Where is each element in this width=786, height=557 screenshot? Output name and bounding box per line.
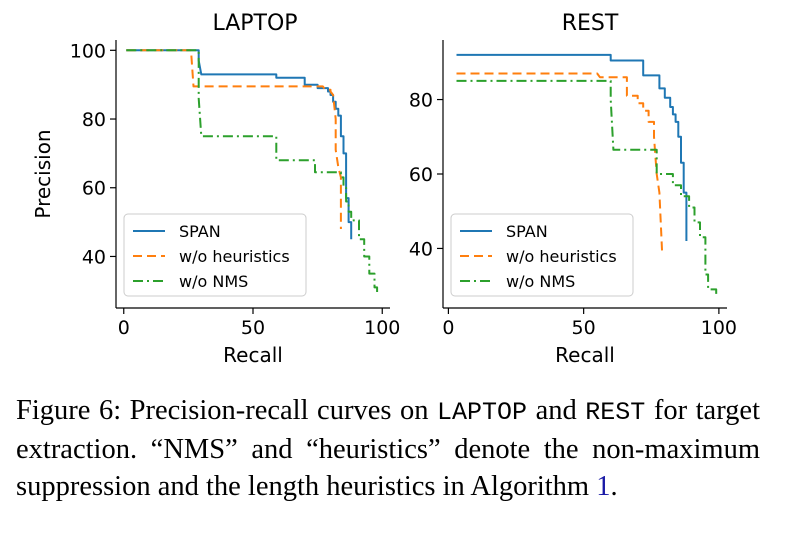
laptop-xlabel: Recall — [223, 343, 283, 367]
laptop-ytick-label: 100 — [70, 40, 106, 62]
rest-xtick-label: 0 — [442, 317, 454, 339]
rest-series-w-o-heuristics — [456, 72, 664, 253]
rest-legend-label: SPAN — [506, 222, 548, 241]
rest-xtick-label: 50 — [572, 317, 596, 339]
laptop-ytick-label: 80 — [82, 109, 106, 131]
caption-text-2: and — [535, 395, 577, 426]
laptop-series-w-o-nms — [126, 49, 379, 295]
laptop-chart: 0 50 100 40 60 80 100 LAPTOP Recall Precision SPAN… — [31, 11, 400, 367]
laptop-xtick-label: 0 — [118, 317, 130, 339]
rest-title: REST — [562, 11, 619, 36]
rest-xlabel: Recall — [555, 343, 615, 367]
laptop-legend-label: SPAN — [179, 222, 221, 241]
caption-rest: REST — [585, 398, 646, 427]
figure-caption: Figure 6: Precision-recall curves on LAP… — [16, 392, 760, 505]
caption-text-4: . — [610, 471, 618, 502]
rest-legend: SPAN w/o heuristics w/o NMS — [450, 213, 634, 297]
rest-legend-label: w/o NMS — [506, 272, 575, 291]
rest-chart: 0 50 100 40 60 80 REST Recall SPAN w/o heuristics… — [409, 11, 737, 367]
rest-series-w-o-nms — [456, 79, 718, 297]
rest-xtick-label: 100 — [701, 317, 737, 339]
rest-ytick-label: 40 — [409, 238, 433, 260]
rest-legend-label: w/o heuristics — [506, 247, 617, 266]
laptop-xtick-label: 50 — [241, 317, 265, 339]
laptop-ylabel: Precision — [31, 129, 55, 218]
laptop-series-span — [126, 49, 353, 240]
laptop-legend-label: w/o heuristics — [179, 247, 290, 266]
laptop-ytick-label: 60 — [82, 178, 106, 200]
rest-ytick-label: 60 — [409, 164, 433, 186]
figure: 0 50 100 40 60 80 100 LAPTOP Recall Precision SPAN… — [31, 11, 737, 367]
rest-series-span — [456, 53, 688, 241]
caption-text-3: for target extraction. “NMS” and “heuris… — [16, 395, 760, 502]
caption-laptop: LAPTOP — [437, 398, 528, 427]
laptop-series-w-o-heuristics — [126, 49, 342, 229]
laptop-xtick-label: 100 — [364, 317, 400, 339]
laptop-legend: SPAN w/o heuristics w/o NMS — [123, 213, 307, 297]
rest-ytick-label: 80 — [409, 90, 433, 112]
laptop-title: LAPTOP — [212, 11, 297, 36]
caption-label: Figure 6: — [16, 395, 122, 426]
laptop-legend-label: w/o NMS — [179, 272, 248, 291]
caption-text-1: Precision-recall curves on — [129, 395, 429, 426]
caption-algorithm-ref[interactable]: 1 — [596, 471, 611, 502]
rest-legend-box — [450, 213, 634, 297]
laptop-ytick-label: 40 — [82, 246, 106, 268]
laptop-legend-box — [123, 213, 307, 297]
